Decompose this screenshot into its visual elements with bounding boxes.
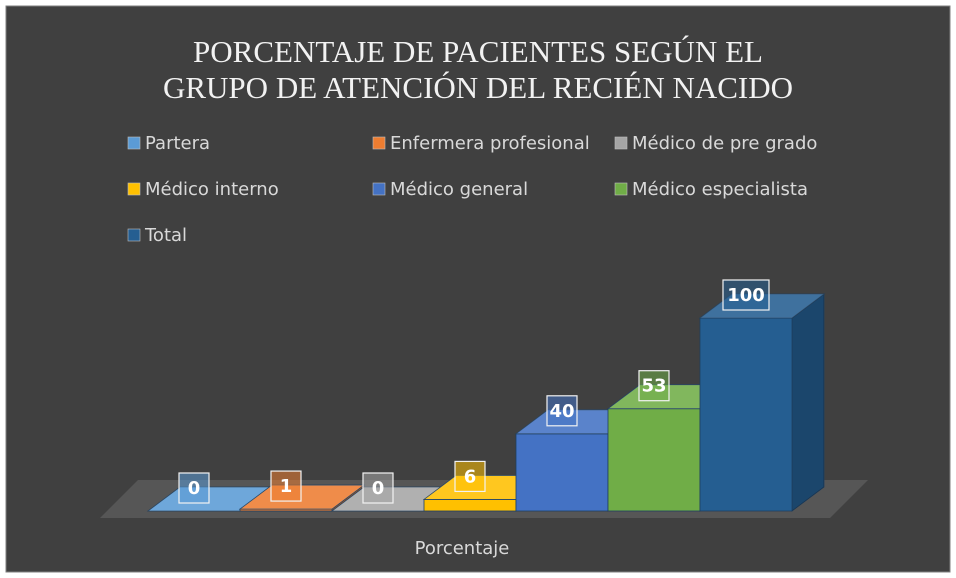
bar-front [699, 317, 793, 512]
legend-swatch [127, 182, 141, 196]
bar-front [607, 408, 701, 512]
data-label: 0 [372, 478, 385, 499]
legend-swatch [127, 228, 141, 242]
data-label: 6 [464, 466, 477, 487]
legend-swatch [614, 136, 628, 150]
bar [698, 293, 826, 512]
legend-label: Médico especialista [632, 179, 808, 200]
data-label: 100 [727, 285, 765, 306]
legend-swatch [372, 136, 386, 150]
data-label-box [270, 470, 302, 502]
data-label-box [722, 279, 770, 311]
legend-label: Médico general [390, 179, 528, 200]
x-tick-label: Porcentaje [415, 538, 510, 559]
data-label: 1 [280, 476, 293, 497]
legend-label: Total [144, 225, 187, 246]
legend-label: Médico de pre grado [632, 133, 817, 154]
legend-swatch [127, 136, 141, 150]
data-label: 0 [188, 478, 201, 499]
legend-label: Partera [145, 133, 210, 154]
data-label-box [178, 472, 210, 504]
chart-title: PORCENTAJE DE PACIENTES SEGÚN EL GRUPO DE… [163, 34, 793, 105]
legend-label: Médico interno [145, 179, 279, 200]
data-label-box [454, 460, 486, 493]
legend-label: Enfermera profesional [390, 133, 590, 154]
bar-side-shade [792, 294, 824, 511]
bar-front [423, 499, 517, 512]
data-label-box [638, 370, 670, 402]
data-label-box [362, 472, 394, 504]
data-label: 53 [641, 376, 666, 397]
data-label-box [546, 395, 578, 427]
legend-swatch [372, 182, 386, 196]
bar-front [515, 433, 609, 512]
data-label: 40 [549, 401, 574, 422]
legend-swatch [614, 182, 628, 196]
